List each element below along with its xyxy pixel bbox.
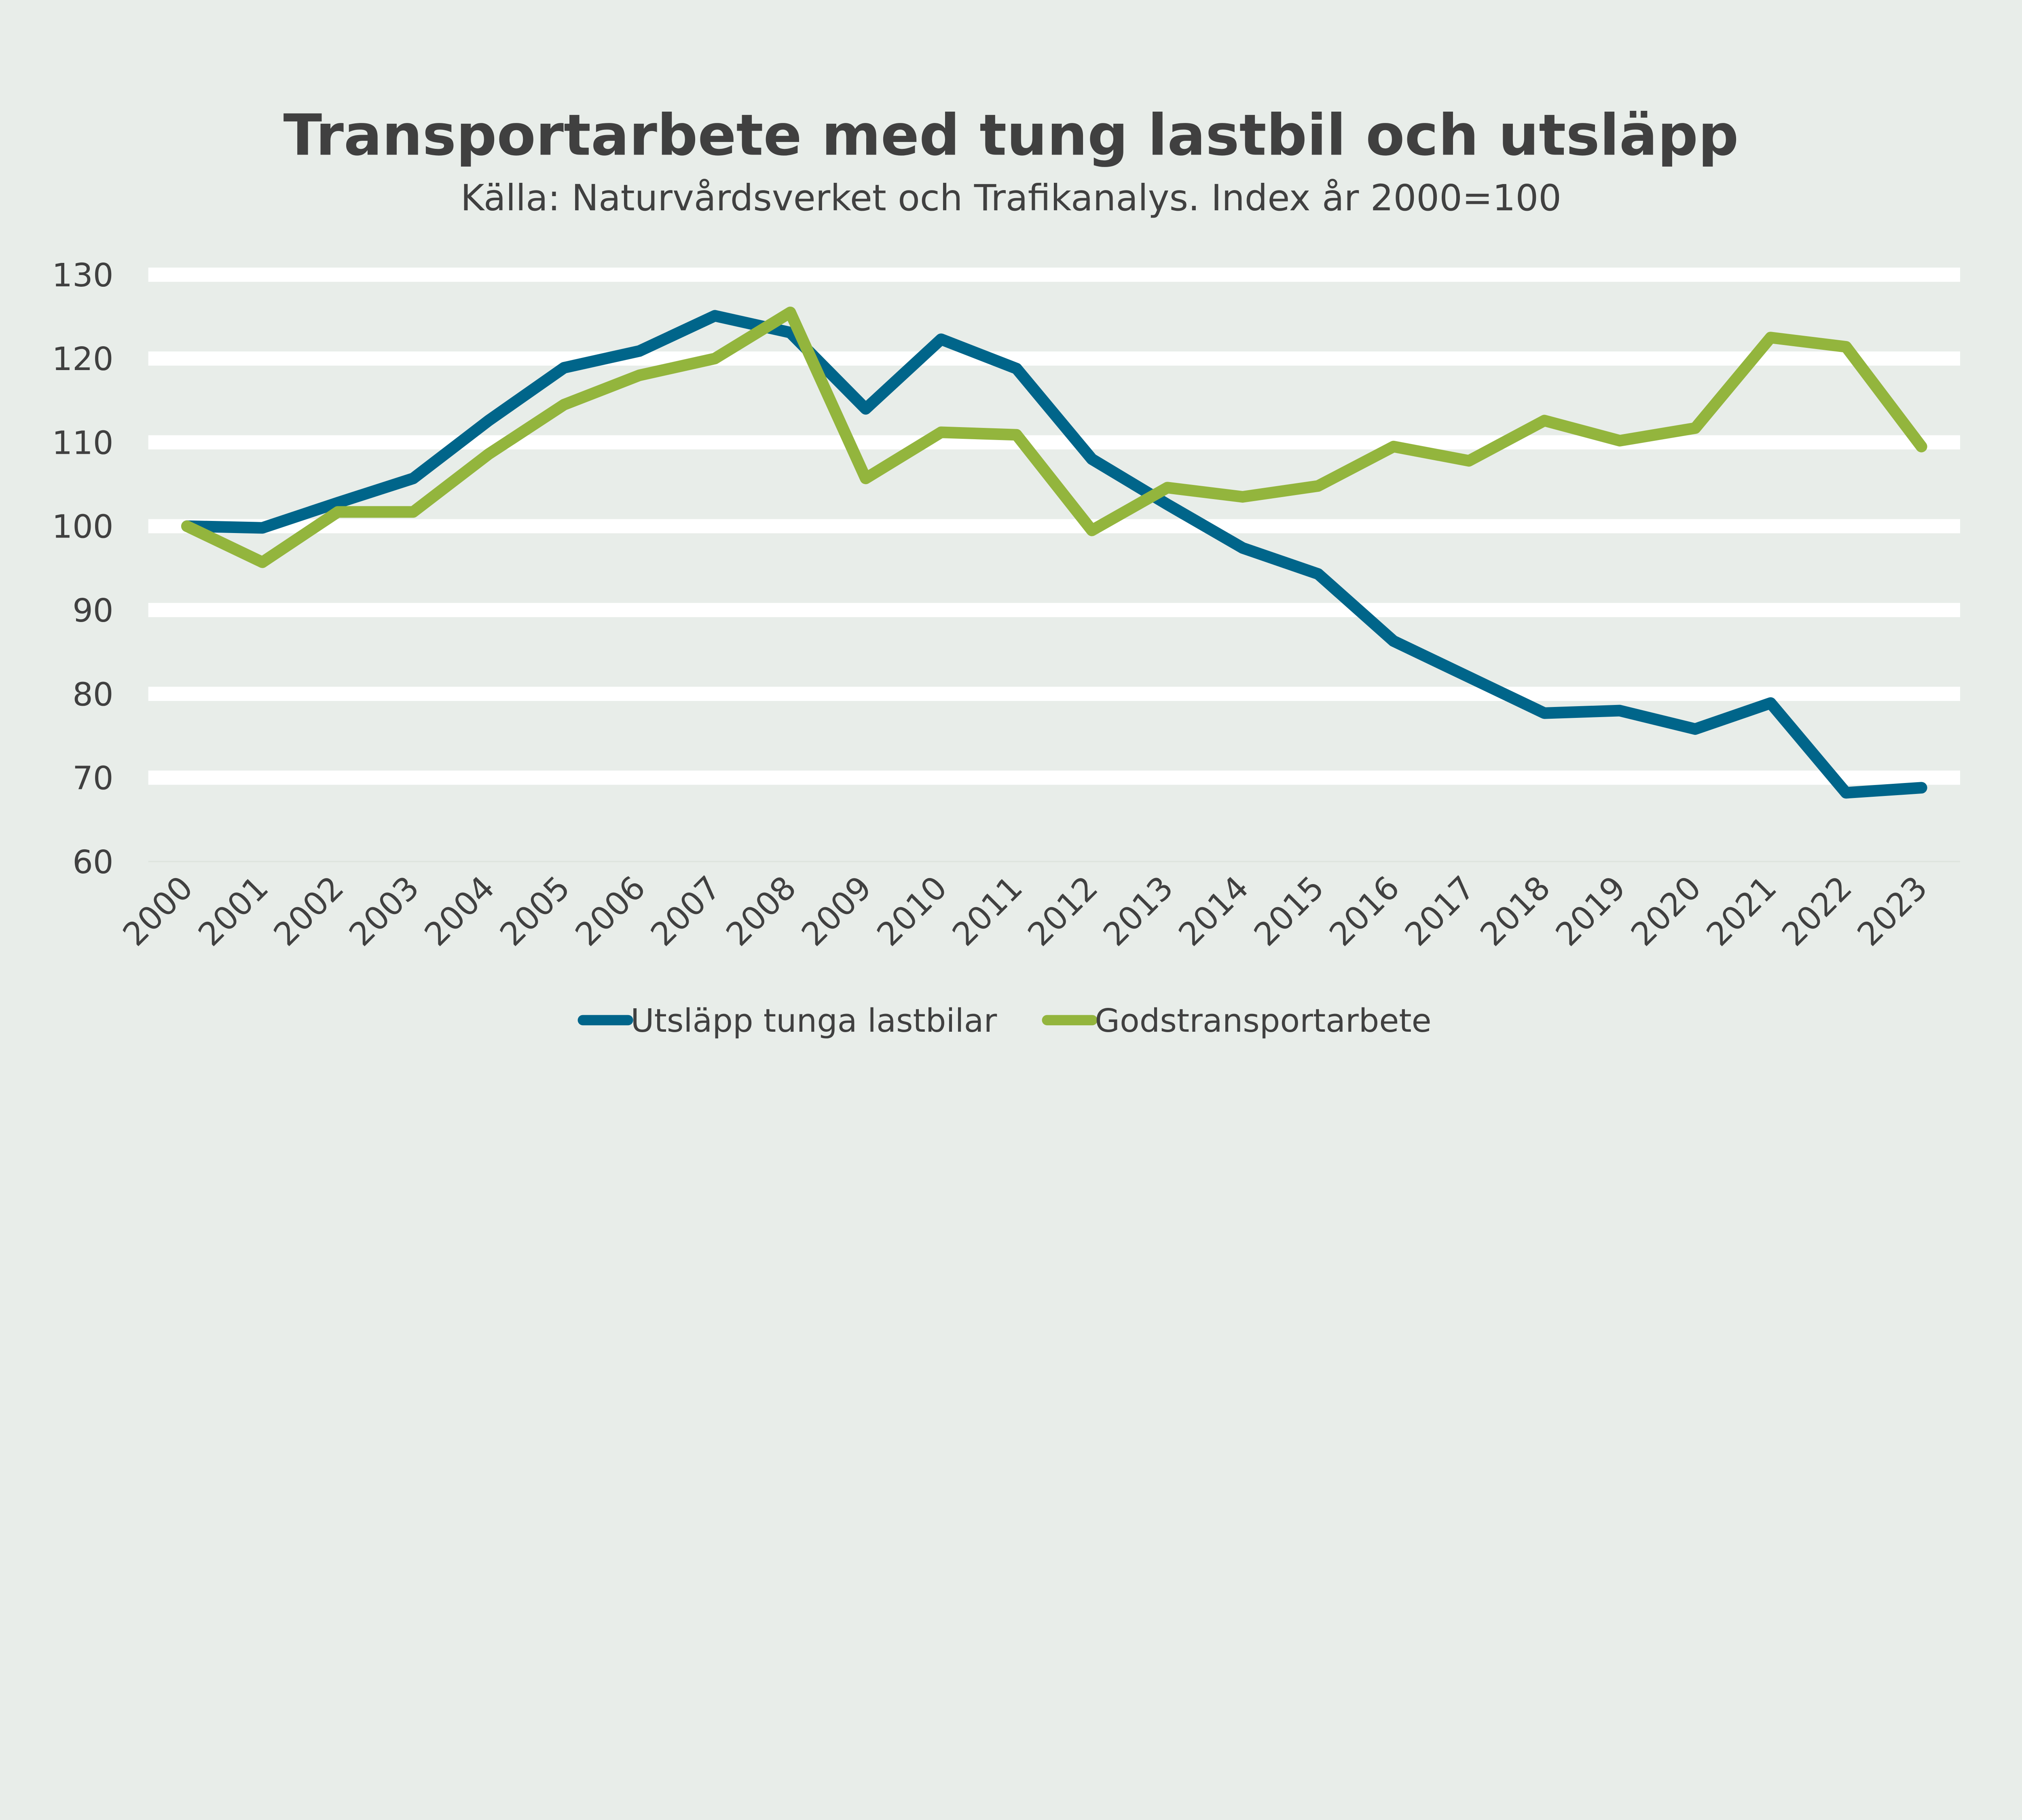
data-point (1167, 504, 1168, 505)
data-point (1770, 337, 1771, 338)
y-tick-label: 90 (72, 592, 113, 629)
data-point (262, 562, 263, 563)
series-lines (181, 307, 1927, 799)
series-line-0 (181, 310, 1927, 799)
y-tick-label: 60 (72, 843, 113, 881)
y-tick-label: 130 (52, 256, 113, 294)
data-point (1016, 368, 1017, 369)
y-tick-label: 100 (52, 508, 113, 546)
y-tick-label: 70 (72, 760, 113, 797)
line-chart: Transportarbete med tung lastbil och uts… (0, 0, 2022, 1138)
y-tick-label: 120 (52, 340, 113, 378)
chart-subtitle: Källa: Naturvårdsverket och Trafikanalys… (461, 177, 1561, 219)
legend: Utsläpp tunga lastbilar Godstransportarb… (577, 1002, 1432, 1039)
y-tick-label: 80 (72, 675, 113, 713)
data-point (790, 312, 791, 313)
data-point (790, 332, 791, 333)
y-axis-ticks: 60 70 80 90 100 110 120 130 (52, 256, 113, 881)
chart-title: Transportarbete med tung lastbil och uts… (283, 103, 1739, 169)
series-line-1 (181, 307, 1927, 568)
legend-label-godstransport: Godstransportarbete (1095, 1002, 1431, 1039)
chart-background (0, 0, 2022, 1138)
data-point (1167, 487, 1168, 488)
data-point (639, 375, 640, 376)
y-tick-label: 110 (52, 424, 113, 461)
data-point (865, 478, 866, 479)
legend-label-utslapp: Utsläpp tunga lastbilar (630, 1002, 997, 1039)
data-point (1921, 787, 1922, 788)
gridlines (148, 267, 1960, 862)
